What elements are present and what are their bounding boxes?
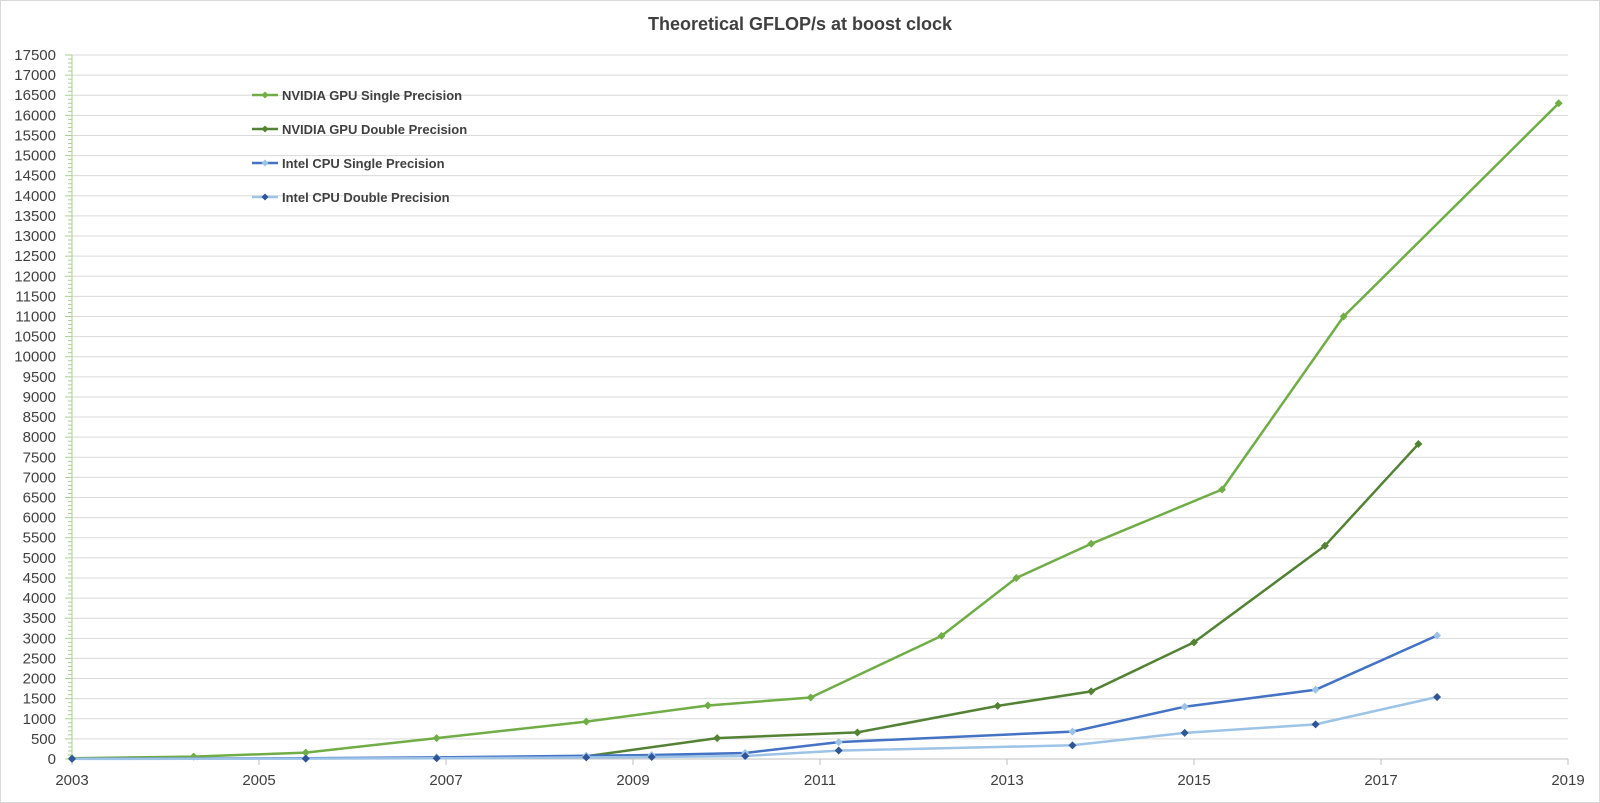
y-tick-label: 16500 — [14, 87, 56, 104]
x-tick-label: 2007 — [429, 772, 462, 789]
x-tick-label: 2017 — [1364, 772, 1397, 789]
y-tick-label: 7000 — [23, 469, 56, 486]
series-lines — [68, 99, 1563, 763]
y-tick-label: 17500 — [14, 47, 56, 64]
data-point — [1218, 485, 1227, 494]
legend-marker — [261, 125, 269, 133]
legend-label: Intel CPU Single Precision — [282, 156, 445, 171]
data-point — [1087, 539, 1096, 548]
y-tick-label: 15000 — [14, 148, 56, 165]
x-tick-label: 2009 — [616, 772, 649, 789]
data-point — [1433, 631, 1442, 640]
data-point — [582, 753, 591, 762]
data-point — [1012, 573, 1021, 582]
y-tick-label: 5500 — [23, 530, 56, 547]
data-point — [647, 752, 656, 761]
x-tick-label: 2013 — [990, 772, 1023, 789]
y-tick-label: 5000 — [23, 550, 56, 567]
y-tick-label: 12500 — [14, 248, 56, 265]
y-tick-label: 14500 — [14, 168, 56, 185]
legend-marker — [261, 91, 269, 99]
y-tick-label: 7500 — [23, 449, 56, 466]
y-tick-label: 11500 — [15, 288, 56, 305]
y-tick-label: 6000 — [23, 510, 56, 527]
data-point — [68, 754, 76, 763]
x-tick-label: 2011 — [804, 772, 836, 789]
y-tick-label: 16000 — [14, 107, 56, 124]
y-tick-label: 12000 — [14, 268, 56, 285]
y-tick-label: 3000 — [23, 630, 56, 647]
data-point — [741, 751, 750, 760]
gridlines — [72, 54, 1568, 740]
data-point — [1554, 99, 1563, 108]
legend-label: Intel CPU Double Precision — [282, 190, 450, 205]
data-point — [1190, 638, 1198, 647]
legend: NVIDIA GPU Single Precision NVIDIA GPU Do… — [252, 88, 467, 205]
data-point — [301, 748, 310, 757]
y-tick-label: 17000 — [14, 67, 56, 84]
data-point — [1414, 440, 1423, 449]
y-tick-label: 500 — [31, 731, 56, 748]
data-point — [834, 738, 843, 747]
chart-title: Theoretical GFLOP/s at boost clock — [647, 14, 953, 34]
x-tick-label: 2003 — [55, 772, 88, 789]
data-point — [1180, 702, 1189, 711]
data-point — [937, 631, 946, 640]
y-tick-label: 15500 — [14, 127, 56, 144]
data-point — [1311, 720, 1320, 729]
y-tick-label: 2000 — [23, 671, 56, 688]
y-tick-label: 2500 — [23, 650, 56, 667]
data-point — [432, 734, 441, 743]
data-point — [582, 717, 591, 726]
data-point — [703, 701, 712, 710]
data-point — [301, 754, 310, 763]
y-tick-label: 13000 — [14, 228, 56, 245]
y-tick-label: 13500 — [14, 208, 56, 225]
y-tick-label: 3500 — [23, 610, 56, 627]
data-point — [1068, 727, 1077, 736]
x-tick-label: 2015 — [1177, 772, 1210, 789]
x-tick-label: 2005 — [242, 772, 275, 789]
data-point — [1180, 728, 1189, 737]
x-tick-label: 2019 — [1551, 772, 1584, 789]
series-line-3 — [71, 634, 1438, 761]
y-tick-label: 8500 — [23, 409, 56, 426]
y-tick-label: 11000 — [15, 308, 56, 325]
axes: 0 500 1000 1500 2000 2500 3000 3500 4000 4500 5000… — [14, 47, 1584, 789]
y-tick-label: 1000 — [23, 711, 56, 728]
data-point — [806, 693, 815, 702]
data-point — [1433, 693, 1442, 702]
series-line-4 — [71, 695, 1438, 761]
data-point — [432, 754, 441, 763]
series-line-2 — [586, 443, 1420, 758]
legend-marker — [261, 193, 269, 201]
y-tick-label: 0 — [48, 751, 56, 768]
y-tick-label: 10500 — [14, 329, 56, 346]
legend-marker — [261, 159, 269, 167]
y-tick-label: 4500 — [23, 570, 56, 587]
y-tick-label: 9500 — [23, 369, 56, 386]
y-tick-label: 8000 — [23, 429, 56, 446]
data-point — [1320, 541, 1329, 550]
data-point — [1068, 741, 1077, 750]
legend-label: NVIDIA GPU Single Precision — [282, 88, 462, 103]
data-point — [1311, 685, 1320, 694]
legend-label: NVIDIA GPU Double Precision — [282, 122, 467, 137]
data-point — [993, 701, 1002, 710]
y-tick-label: 9000 — [23, 389, 56, 406]
data-point — [713, 734, 722, 743]
data-point — [834, 746, 843, 755]
data-point — [1339, 312, 1348, 321]
data-point — [1087, 687, 1096, 696]
data-point — [853, 728, 862, 737]
y-tick-label: 6500 — [23, 490, 56, 507]
y-tick-label: 1500 — [23, 691, 56, 708]
y-tick-label: 14000 — [14, 188, 56, 205]
y-tick-label: 10000 — [14, 349, 56, 366]
y-tick-label: 4000 — [23, 590, 56, 607]
